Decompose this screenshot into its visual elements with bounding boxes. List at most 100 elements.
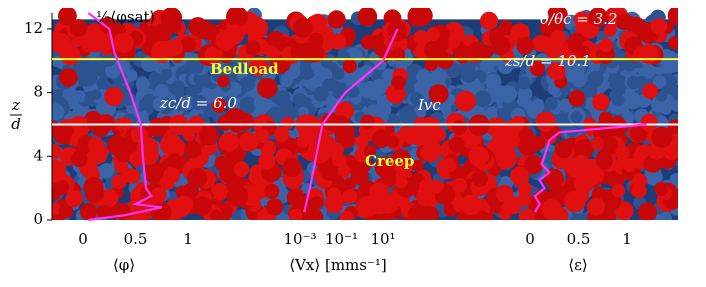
particle — [543, 36, 565, 59]
particle — [592, 93, 610, 111]
particle — [232, 210, 244, 220]
particle — [79, 203, 98, 220]
particle — [571, 72, 587, 88]
particle — [471, 120, 485, 135]
particle — [185, 85, 198, 98]
particle — [88, 137, 104, 153]
particle — [570, 111, 583, 124]
particle — [529, 60, 546, 77]
particle — [650, 18, 668, 35]
particle — [357, 196, 379, 218]
particle — [660, 103, 672, 115]
particle — [586, 197, 606, 216]
particle — [391, 47, 406, 61]
particle — [547, 62, 566, 81]
particle — [239, 76, 255, 92]
particle — [187, 167, 208, 188]
particle — [212, 98, 227, 113]
particle — [587, 70, 604, 87]
particle — [114, 159, 129, 174]
particle — [215, 30, 236, 51]
particle — [281, 116, 295, 130]
particle — [583, 117, 596, 130]
particle — [442, 157, 457, 173]
particle — [217, 75, 230, 88]
particle — [448, 136, 465, 153]
particle — [371, 79, 388, 96]
particle — [52, 186, 61, 201]
particle — [416, 186, 436, 207]
particle — [431, 127, 447, 143]
particle — [516, 96, 528, 109]
particle — [364, 144, 377, 158]
particle — [203, 141, 218, 156]
particle — [436, 51, 454, 70]
particle — [667, 36, 678, 50]
particle — [568, 89, 586, 107]
particle — [495, 184, 514, 203]
particle — [554, 140, 573, 159]
y-tick-label: 0 — [33, 210, 43, 228]
particle — [125, 69, 138, 82]
particle — [298, 63, 316, 80]
particle — [669, 172, 678, 186]
particle — [135, 77, 150, 92]
particle — [81, 67, 98, 85]
particle — [52, 143, 62, 160]
particle — [327, 142, 344, 159]
particle — [313, 86, 329, 102]
particle — [339, 210, 354, 220]
particle — [428, 84, 449, 104]
particle — [245, 40, 261, 56]
particle — [358, 82, 375, 99]
particle — [166, 138, 186, 158]
particle — [630, 125, 648, 143]
particle — [198, 124, 220, 146]
particle — [518, 208, 536, 220]
particle — [264, 183, 280, 200]
x-tick-label: 10¹ — [370, 230, 395, 248]
particle — [643, 157, 656, 171]
particle — [573, 172, 595, 194]
x-tick-label: 1 — [622, 230, 632, 248]
particle — [368, 34, 382, 48]
particle — [143, 161, 166, 184]
particle — [622, 158, 637, 172]
particle — [173, 200, 190, 218]
y-tick-label: 4 — [33, 146, 43, 164]
particle — [59, 68, 78, 87]
particle — [327, 10, 346, 29]
particle — [153, 23, 173, 43]
particle — [145, 25, 159, 40]
particle — [360, 114, 375, 129]
x-label: ⟨Vx⟩ [mms⁻¹] — [289, 256, 387, 274]
particle — [544, 96, 558, 110]
particle — [79, 32, 100, 53]
particle — [229, 118, 244, 133]
particle — [610, 74, 628, 93]
particle — [564, 190, 586, 213]
particle — [516, 36, 534, 55]
annotation: Ivc — [417, 96, 441, 114]
particle — [52, 103, 65, 121]
particle — [289, 208, 303, 220]
particle — [400, 161, 413, 174]
particle — [510, 166, 530, 186]
particle — [96, 77, 110, 91]
particle — [166, 40, 183, 57]
particle — [191, 94, 207, 111]
particle — [547, 8, 568, 26]
particle — [274, 126, 290, 142]
particle — [603, 23, 617, 37]
x-tick-label: 0 — [525, 230, 535, 248]
particle — [377, 102, 392, 117]
x-tick-label: 0.5 — [124, 230, 148, 248]
annotation: ½⟨φsat⟩ — [96, 8, 155, 26]
particle — [342, 189, 358, 204]
particle — [188, 58, 204, 74]
particle — [265, 45, 278, 58]
particle — [257, 77, 278, 99]
particle — [412, 8, 433, 26]
particle — [571, 62, 586, 76]
particle — [139, 137, 159, 157]
